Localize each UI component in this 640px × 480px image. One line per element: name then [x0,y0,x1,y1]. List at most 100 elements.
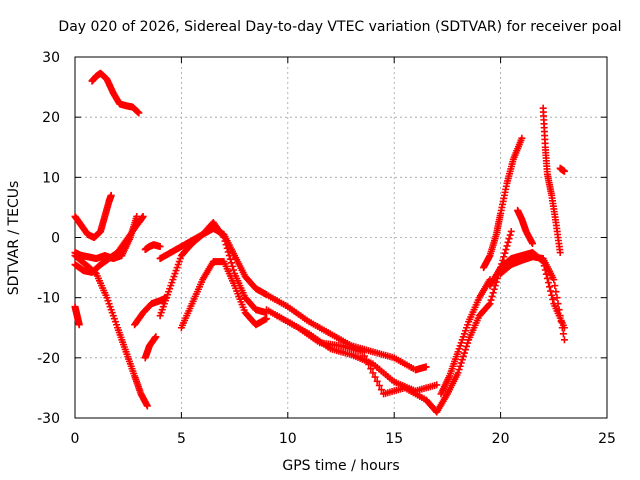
y-tick-label: 10 [42,170,60,186]
axis-ticks [74,56,608,419]
data-point-marker [549,295,557,303]
data-point-marker [502,246,510,254]
data-point-marker [551,282,559,290]
data-point-marker [459,352,467,360]
data-point-marker [507,227,515,235]
data-point-marker [464,339,472,347]
series-arc-left-descending [71,252,151,410]
series-arc-rising-3 [141,333,160,362]
series-arc-9to15-a [263,291,430,374]
data-point-marker [546,283,554,291]
data-point-marker [506,231,514,239]
x-tick-label: 15 [385,431,403,447]
y-tick-label: -20 [37,351,60,367]
series-arc-left-short [71,303,83,329]
data-point-marker [500,253,508,261]
series-arc-rising-4 [131,294,171,329]
data-point-marker [543,274,551,282]
data-point-marker [552,288,560,296]
data-point-marker [456,362,464,370]
data-point-marker [358,348,366,356]
data-point-marker [133,212,141,220]
data-point-marker [230,266,238,274]
data-point-marker [490,285,498,293]
data-point-marker [227,259,235,267]
data-point-marker [422,363,430,371]
series-arc-21-spike [514,206,537,248]
data-point-marker [559,330,567,338]
data-point-marker [486,300,494,308]
series-arc-19to21 [480,134,526,272]
chart-title: Day 020 of 2026, Sidereal Day-to-day VTE… [58,19,621,35]
data-point-marker [223,244,231,252]
data-point-marker [107,191,115,199]
data-marks [71,69,568,416]
x-tick-label: 5 [177,431,186,447]
x-tick-labels: 0 5 10 15 20 25 [71,431,616,447]
data-point-marker [222,241,230,249]
data-point-marker [228,262,236,270]
series-arc-20to23-b [497,253,568,344]
y-tick-label: 0 [51,231,60,247]
data-point-marker [550,276,558,284]
data-point-marker [553,294,561,302]
data-point-marker [485,301,493,309]
data-point-marker [363,356,371,364]
data-point-marker [548,291,556,299]
series-arc-5to7-c [177,258,271,332]
data-point-marker [377,386,385,394]
data-point-marker [371,373,379,381]
data-point-marker [504,238,512,246]
data-point-marker [556,249,564,257]
series-arc-23-top [556,164,568,175]
y-tick-label: -30 [37,411,60,427]
y-tick-label: 20 [42,110,60,126]
data-point-marker [518,134,526,142]
data-point-marker [152,333,160,341]
series-arc-small-3-4 [141,241,164,254]
x-tick-label: 10 [279,431,297,447]
data-point-marker [226,255,234,263]
data-point-marker [458,356,466,364]
data-point-marker [488,292,496,300]
data-point-marker [224,248,232,256]
y-tick-label: -10 [37,291,60,307]
data-point-marker [369,369,377,377]
data-point-marker [433,381,441,389]
data-point-marker [139,212,147,220]
data-point-marker [560,336,568,344]
y-tick-labels: -30 -20 -10 0 10 20 30 [37,50,60,427]
data-point-marker [463,342,471,350]
data-point-marker [557,318,565,326]
series-arc-left-1 [71,191,115,241]
data-point-marker [263,315,271,323]
x-tick-label: 0 [71,431,80,447]
data-point-marker [135,109,143,117]
series-arc-22-spike [539,104,564,257]
series-arc-9to15-c [273,312,441,416]
x-tick-label: 20 [492,431,510,447]
data-point-marker [501,249,509,257]
data-point-marker [375,382,383,390]
data-point-marker [487,296,495,304]
data-point-marker [75,321,83,329]
series-arc-17to19-b [437,276,494,398]
series-arc-5to7-b [156,218,271,320]
data-point-marker [360,352,368,360]
data-point-marker [365,360,373,368]
data-point-marker [455,366,463,374]
data-point-marker [544,279,552,287]
data-point-marker [454,369,462,377]
data-point-marker [220,234,228,241]
data-point-marker [560,167,568,175]
grid [75,57,607,418]
data-point-marker [461,346,469,354]
y-tick-label: 30 [42,50,60,66]
x-tick-label: 25 [598,431,616,447]
data-point-marker [489,289,497,297]
data-point-marker [529,240,537,248]
data-point-marker [457,359,465,367]
data-point-marker [373,377,381,385]
data-point-marker [555,306,563,314]
